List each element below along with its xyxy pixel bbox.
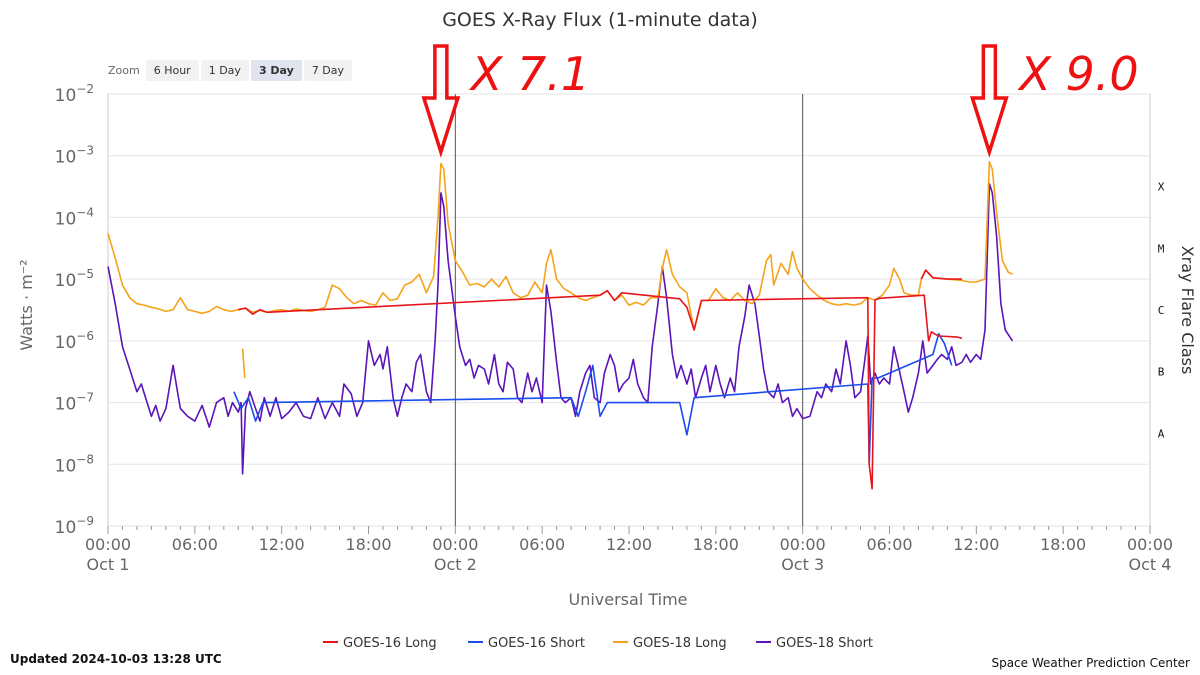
- chart-legend: GOES-16 Long GOES-16 Short GOES-18 Long GOE…: [323, 636, 873, 651]
- flare-arrow-icon: [969, 44, 1009, 158]
- y-tick-label: 10−2: [55, 82, 94, 106]
- zoom-7-day-button[interactable]: 7 Day: [303, 59, 353, 81]
- x-tick-label: 12:00: [953, 535, 999, 554]
- flare-class-a-label: A: [1158, 427, 1165, 440]
- flare-class-m-label: M: [1158, 242, 1165, 255]
- series-line-goes-18-short: [107, 183, 1014, 475]
- y-axis-tick-labels: 10−2 10−3 10−4 10−5 10−6 10−7 10−8 10−9: [55, 82, 94, 538]
- x-tick-label: 06:00: [866, 535, 912, 554]
- y-tick-label: 10−6: [55, 329, 94, 353]
- legend-label: GOES-18 Long: [633, 636, 727, 651]
- legend-item-goes-18-short[interactable]: GOES-18 Short: [756, 636, 873, 651]
- flare-annotations: X 7.1 X 9.0: [421, 44, 1139, 158]
- x-tick-label: 00:00: [780, 535, 826, 554]
- data-series: [107, 160, 1014, 490]
- flare-class-labels: X M C B A: [1158, 181, 1165, 441]
- y-tick-label: 10−9: [55, 514, 94, 538]
- y-tick-label: 10−7: [55, 391, 94, 415]
- x-tick-label: 18:00: [1040, 535, 1086, 554]
- x-tick-label: 00:00: [432, 535, 478, 554]
- legend-label: GOES-16 Long: [343, 636, 437, 651]
- zoom-3-day-button[interactable]: 3 Day: [250, 59, 302, 81]
- legend-label: GOES-18 Short: [776, 636, 873, 651]
- y-axis-label: Watts · m⁻²: [17, 259, 36, 350]
- plot-background: [107, 93, 1151, 527]
- legend-item-goes-16-long[interactable]: GOES-16 Long: [323, 636, 437, 651]
- flare-class-x-label: X: [1158, 181, 1165, 194]
- x-date-label: Oct 3: [781, 555, 824, 574]
- zoom-label: Zoom: [108, 63, 140, 77]
- y-tick-label: 10−3: [55, 144, 94, 168]
- series-line-goes-18-long: [241, 348, 246, 379]
- y-tick-label: 10−8: [55, 452, 94, 476]
- series-line-goes-16-long: [238, 289, 963, 490]
- flare-class-c-label: C: [1158, 304, 1165, 317]
- y-axis-right-label: Xray Flare Class: [1178, 246, 1197, 375]
- x-date-label: Oct 1: [87, 555, 130, 574]
- zoom-1-day-button[interactable]: 1 Day: [200, 59, 249, 81]
- legend-label: GOES-16 Short: [488, 636, 585, 651]
- credit-text: Space Weather Prediction Center: [991, 656, 1190, 670]
- flare-class-b-label: B: [1158, 366, 1165, 379]
- series-line-goes-16-short: [233, 333, 953, 466]
- legend-item-goes-16-short[interactable]: GOES-16 Short: [468, 636, 585, 651]
- y-tick-label: 10−4: [55, 205, 94, 229]
- x-date-label: Oct 2: [434, 555, 477, 574]
- x-tick-label: 18:00: [693, 535, 739, 554]
- x-tick-label: 06:00: [172, 535, 218, 554]
- updated-timestamp: Updated 2024-10-03 13:28 UTC: [10, 652, 222, 666]
- x-axis-label: Universal Time: [568, 590, 687, 609]
- legend-item-goes-18-long[interactable]: GOES-18 Long: [613, 636, 727, 651]
- x-date-label: Oct 4: [1129, 555, 1172, 574]
- series-line-goes-16-long: [920, 269, 962, 280]
- flare-annotation-label: X 9.0: [1017, 47, 1138, 101]
- zoom-6-hour-button[interactable]: 6 Hour: [145, 59, 199, 81]
- x-tick-label: 18:00: [345, 535, 391, 554]
- plot-area: [107, 93, 1151, 527]
- chart-title: GOES X-Ray Flux (1-minute data): [442, 9, 758, 31]
- x-tick-label: 00:00: [1127, 535, 1173, 554]
- x-tick-label: 12:00: [259, 535, 305, 554]
- flare-annotation-label: X 7.1: [469, 47, 590, 101]
- zoom-toolbar: Zoom 6 Hour 1 Day 3 Day 7 Day: [102, 58, 354, 82]
- flare-arrow-icon: [421, 44, 461, 158]
- y-tick-label: 10−5: [55, 267, 94, 291]
- x-tick-label: 12:00: [606, 535, 652, 554]
- x-tick-label: 00:00: [85, 535, 131, 554]
- x-tick-label: 06:00: [519, 535, 565, 554]
